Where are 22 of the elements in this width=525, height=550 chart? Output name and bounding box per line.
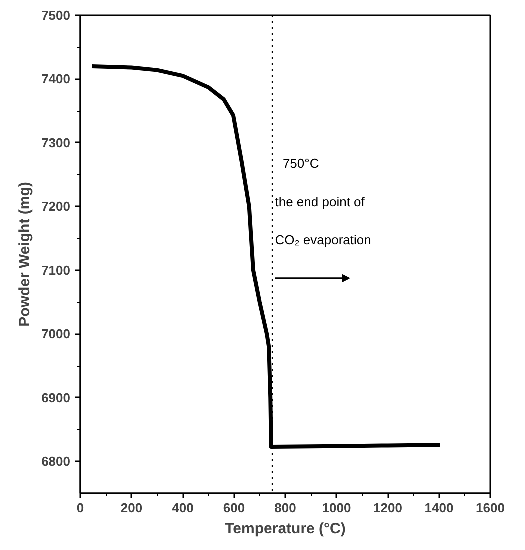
annotation: 750°C (282, 156, 320, 172)
y-tick-label: 7500 (42, 8, 70, 23)
y-tick-label: 6800 (42, 454, 70, 470)
y-tick-label: 7400 (42, 72, 70, 87)
x-tick-label: 1200 (374, 500, 402, 516)
y-tick-label: 7100 (42, 262, 70, 278)
y-axis-title: Powder Weight (mg) (16, 182, 34, 327)
annotation: the end point of (275, 194, 366, 210)
x-tick-label: 600 (223, 500, 246, 516)
x-tick-label: 1400 (424, 500, 454, 516)
y-tick-label: 6900 (42, 390, 70, 406)
x-tick-label: 800 (274, 500, 296, 516)
x-tick-label: 0 (76, 500, 84, 516)
x-tick-label: 1000 (322, 500, 352, 516)
x-tick-label: 200 (120, 500, 143, 516)
annotation: CO₂ evaporation (275, 232, 372, 248)
x-tick-label: 1600 (476, 500, 505, 516)
y-tick-label: 7300 (42, 135, 70, 150)
y-tick-label: 7000 (42, 326, 70, 342)
y-tick-label: 7200 (42, 199, 70, 214)
x-axis-title: Temperature (°C) (225, 520, 346, 538)
x-tick-label: 400 (172, 500, 194, 516)
